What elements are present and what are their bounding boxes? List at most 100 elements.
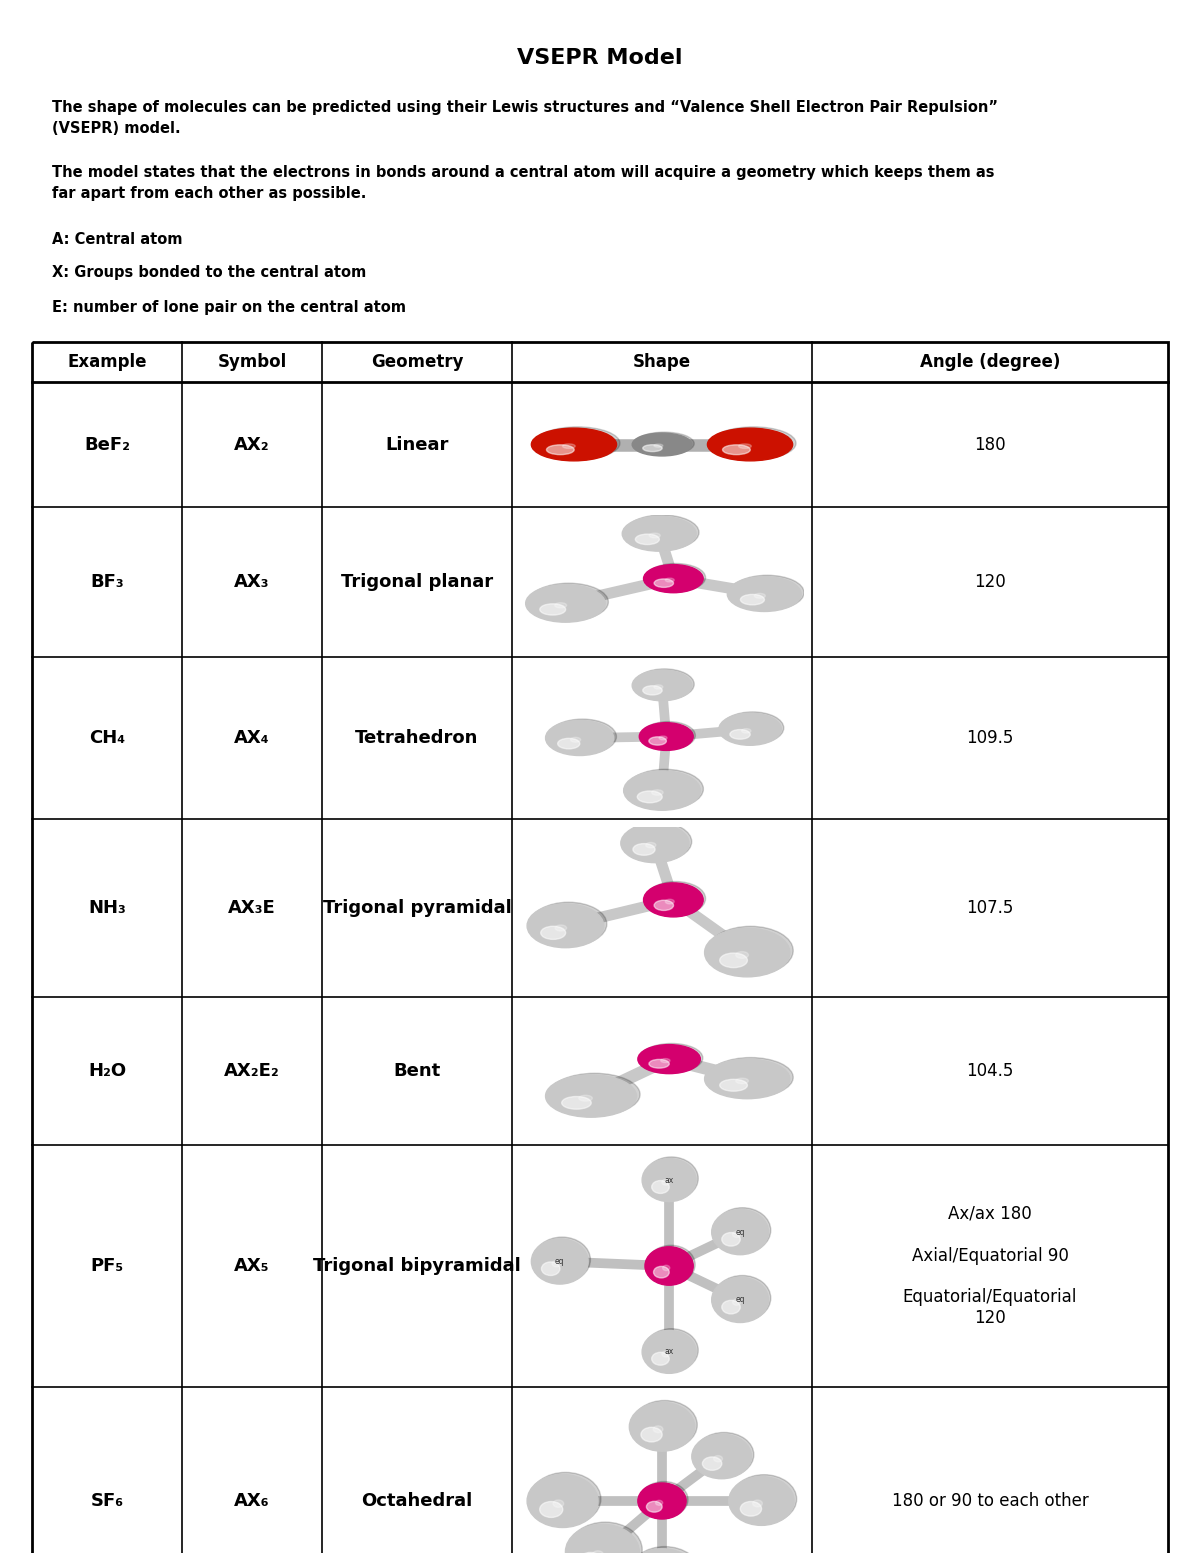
Ellipse shape	[665, 899, 674, 904]
Text: ax: ax	[665, 1348, 673, 1356]
Ellipse shape	[731, 1475, 797, 1523]
Ellipse shape	[654, 579, 673, 587]
Ellipse shape	[632, 669, 692, 700]
Text: PF₅: PF₅	[90, 1256, 124, 1275]
Ellipse shape	[640, 1482, 688, 1517]
Text: 109.5: 109.5	[966, 728, 1014, 747]
Ellipse shape	[704, 929, 790, 977]
Ellipse shape	[638, 1483, 686, 1519]
Ellipse shape	[646, 564, 706, 592]
Text: Angle (degree): Angle (degree)	[920, 353, 1060, 371]
Ellipse shape	[665, 578, 674, 582]
Ellipse shape	[721, 711, 784, 744]
Ellipse shape	[623, 516, 696, 551]
Text: Geometry: Geometry	[371, 353, 463, 371]
Text: 107.5: 107.5	[966, 899, 1014, 916]
Text: 104.5: 104.5	[966, 1062, 1014, 1079]
Ellipse shape	[643, 884, 703, 916]
Ellipse shape	[552, 1261, 560, 1267]
Ellipse shape	[626, 1548, 697, 1553]
Ellipse shape	[662, 1179, 670, 1185]
Ellipse shape	[654, 685, 662, 690]
Ellipse shape	[624, 770, 701, 811]
Text: Linear: Linear	[385, 435, 449, 453]
Text: The shape of molecules can be predicted using their Lewis structures and “Valenc: The shape of molecules can be predicted …	[52, 99, 998, 137]
Text: eq: eq	[556, 1256, 564, 1266]
Ellipse shape	[565, 1525, 640, 1553]
Ellipse shape	[640, 722, 694, 750]
Ellipse shape	[659, 736, 667, 739]
Ellipse shape	[662, 1266, 670, 1270]
Ellipse shape	[732, 1298, 740, 1306]
Ellipse shape	[752, 1500, 762, 1506]
Ellipse shape	[740, 595, 764, 604]
Ellipse shape	[742, 728, 751, 733]
Bar	[32, 342, 1168, 1553]
Ellipse shape	[532, 1239, 588, 1284]
Ellipse shape	[702, 1457, 721, 1471]
Ellipse shape	[647, 1246, 695, 1284]
Ellipse shape	[653, 1426, 662, 1433]
Ellipse shape	[529, 584, 608, 621]
Ellipse shape	[643, 444, 662, 452]
Text: Ax/ax 180

Axial/Equatorial 90

Equatorial/Equatorial
120: Ax/ax 180 Axial/Equatorial 90 Equatorial…	[902, 1205, 1078, 1326]
Text: Bent: Bent	[394, 1062, 440, 1079]
Ellipse shape	[546, 1075, 636, 1117]
Ellipse shape	[652, 1180, 670, 1193]
Text: BeF₂: BeF₂	[84, 435, 130, 453]
Ellipse shape	[643, 565, 703, 593]
Text: AX₃E: AX₃E	[228, 899, 276, 916]
Ellipse shape	[654, 444, 662, 447]
Text: Tetrahedron: Tetrahedron	[355, 728, 479, 747]
Text: 180: 180	[974, 435, 1006, 453]
Ellipse shape	[554, 603, 566, 607]
Ellipse shape	[635, 669, 695, 699]
Text: AX₆: AX₆	[234, 1492, 270, 1510]
Text: ax: ax	[665, 1176, 673, 1185]
Ellipse shape	[548, 719, 617, 755]
Text: Octahedral: Octahedral	[361, 1492, 473, 1510]
Text: Shape: Shape	[632, 353, 691, 371]
Text: AX₄: AX₄	[234, 728, 270, 747]
Ellipse shape	[652, 790, 664, 795]
Text: Trigonal pyramidal: Trigonal pyramidal	[323, 899, 511, 916]
Ellipse shape	[708, 429, 793, 461]
Ellipse shape	[534, 1238, 590, 1283]
Ellipse shape	[550, 1073, 640, 1115]
Text: AX₂E₂: AX₂E₂	[224, 1062, 280, 1079]
Text: Trigonal bipyramidal: Trigonal bipyramidal	[313, 1256, 521, 1275]
Ellipse shape	[540, 604, 565, 615]
Ellipse shape	[632, 843, 655, 856]
Ellipse shape	[695, 1432, 754, 1477]
Ellipse shape	[712, 1277, 768, 1323]
Ellipse shape	[562, 1096, 592, 1109]
Ellipse shape	[635, 534, 659, 545]
Text: Trigonal planar: Trigonal planar	[341, 573, 493, 592]
Ellipse shape	[654, 901, 673, 910]
Ellipse shape	[655, 1500, 662, 1505]
Ellipse shape	[720, 1079, 748, 1092]
Ellipse shape	[662, 1351, 670, 1357]
Ellipse shape	[714, 1275, 770, 1320]
Ellipse shape	[532, 429, 617, 461]
Ellipse shape	[553, 1500, 564, 1508]
Ellipse shape	[556, 926, 566, 932]
Text: SF₆: SF₆	[90, 1492, 124, 1510]
Ellipse shape	[546, 444, 574, 455]
Text: AX₅: AX₅	[234, 1256, 270, 1275]
Text: AX₃: AX₃	[234, 573, 270, 592]
Ellipse shape	[712, 1210, 768, 1255]
Ellipse shape	[642, 1331, 696, 1373]
Ellipse shape	[661, 1059, 670, 1062]
Ellipse shape	[740, 1502, 762, 1516]
Ellipse shape	[644, 1329, 698, 1371]
Text: CH₄: CH₄	[89, 728, 125, 747]
Ellipse shape	[692, 1435, 751, 1478]
Text: 120: 120	[974, 573, 1006, 592]
Ellipse shape	[643, 686, 662, 694]
Text: 180 or 90 to each other: 180 or 90 to each other	[892, 1492, 1088, 1510]
Ellipse shape	[641, 1427, 662, 1441]
Ellipse shape	[710, 427, 796, 460]
Text: AX₂: AX₂	[234, 435, 270, 453]
Ellipse shape	[732, 1232, 740, 1238]
